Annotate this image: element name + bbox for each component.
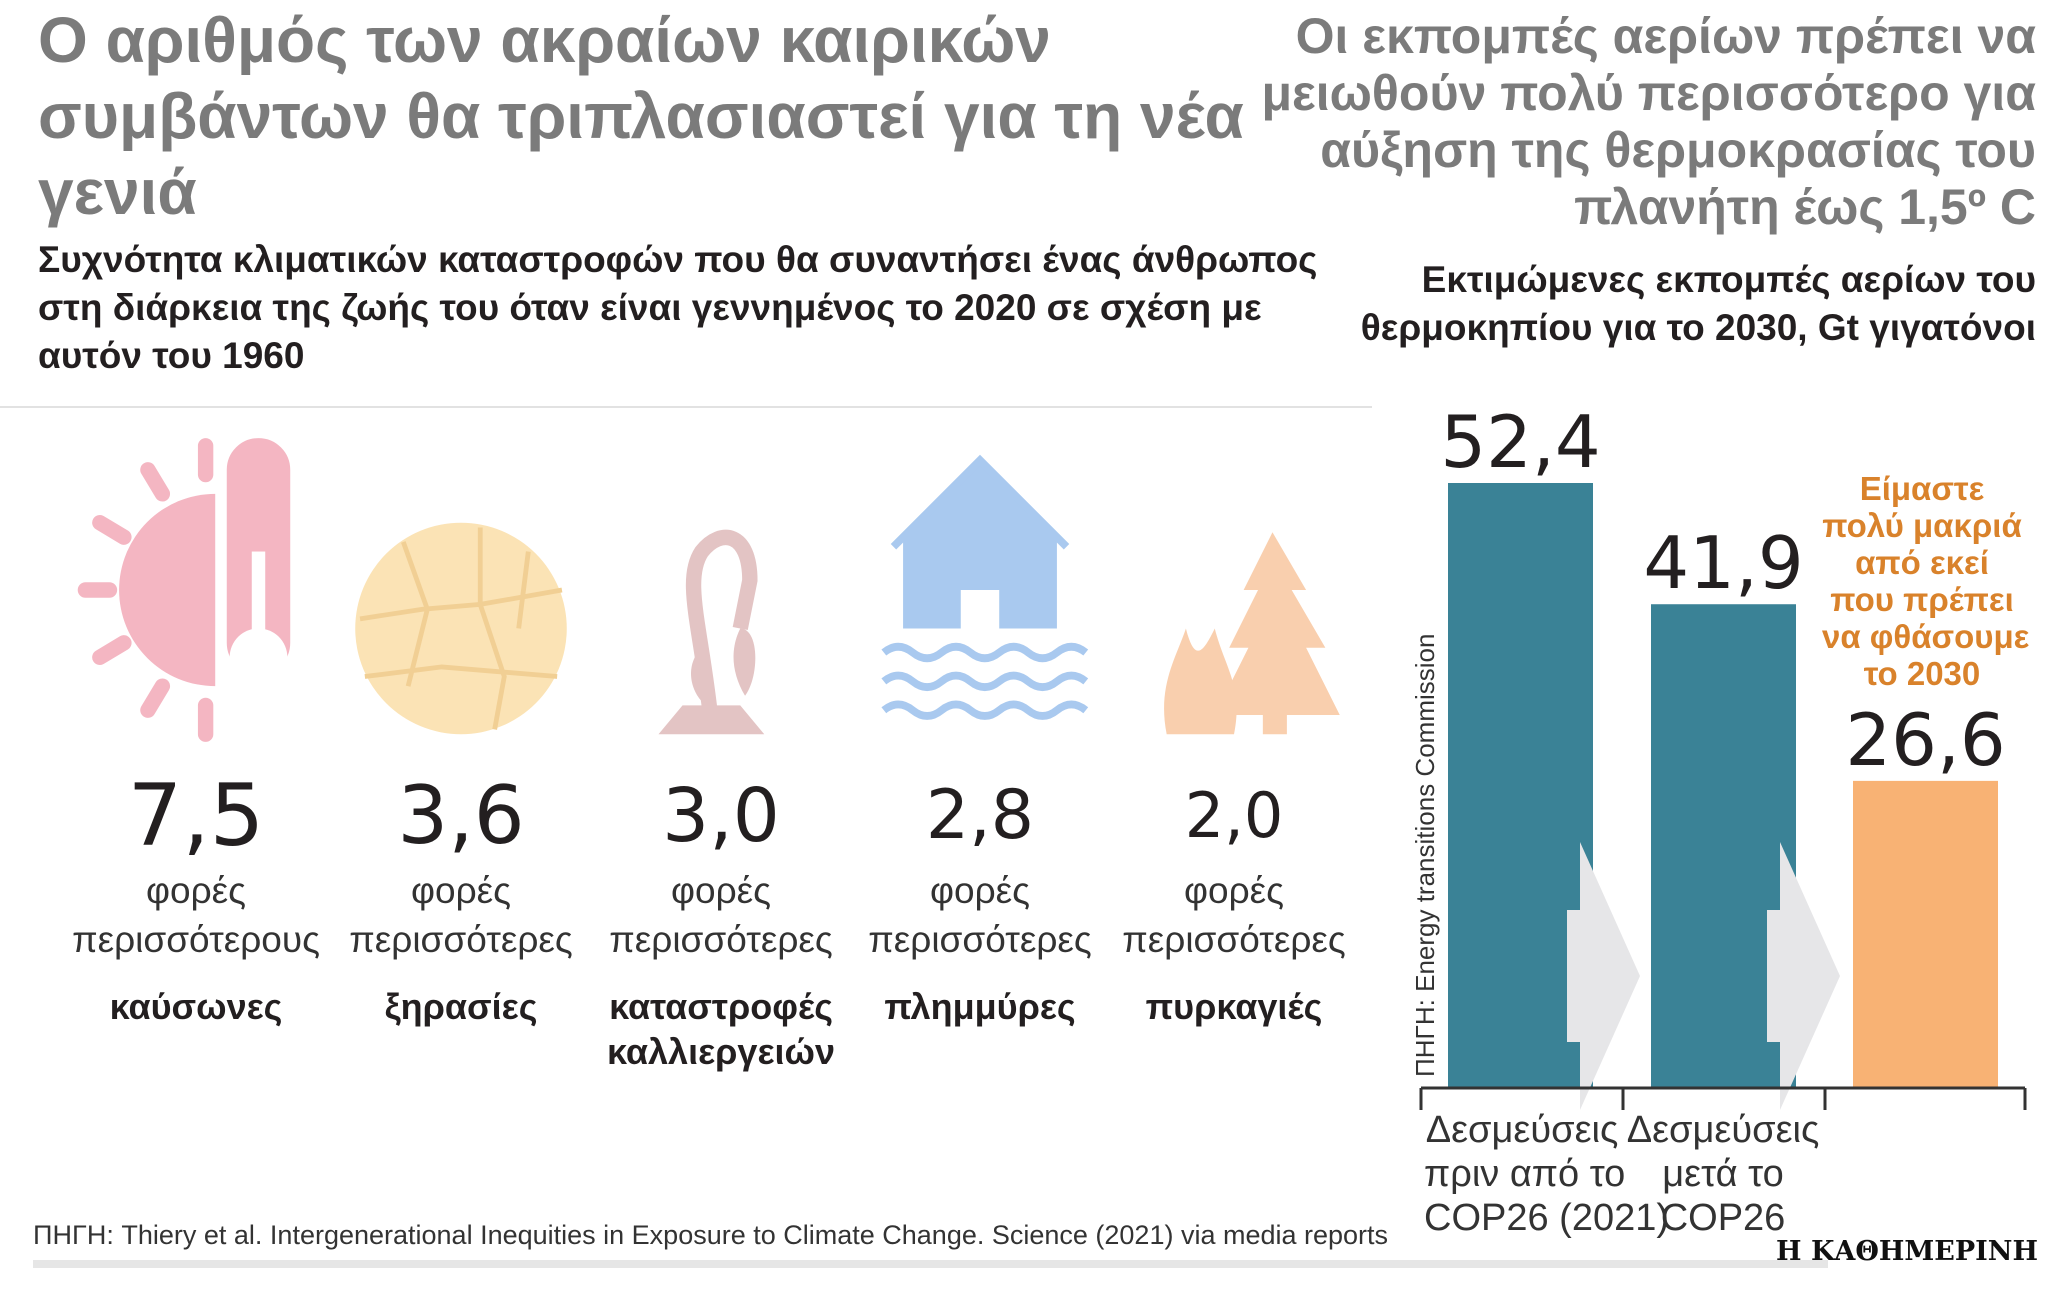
wilted-plant-icon: [658, 529, 765, 735]
category-label-line: Δεσμεύσεις: [1425, 1109, 1619, 1151]
forest-fire-icon: [1164, 532, 1340, 735]
annotation-line: πολύ μακριά: [1822, 507, 2022, 544]
annotation: Είμαστε πολύ μακριά από εκεί που πρέπει να φ…: [1822, 470, 2030, 692]
category-label-line: COP26 (2021): [1424, 1197, 1670, 1239]
unit-line-1: φορές: [1184, 870, 1284, 911]
unit-line-2: περισσότερες: [609, 919, 833, 960]
multiplier-value: 3,6: [397, 769, 525, 862]
event-item: 3,0 φορές περισσότερες καταστροφές καλλιεργ…: [596, 430, 846, 1074]
event-item: 2,8 φορές περισσότερες πλημμύρες: [855, 430, 1105, 1029]
unit-line-2: περισσότερες: [1122, 919, 1346, 960]
category-label-line: Δεσμεύσεις: [1626, 1109, 1820, 1151]
category-label-line: πριν από το: [1424, 1153, 1626, 1195]
bar: [1853, 780, 1998, 1088]
right-title: Οι εκπομπές αερίων πρέπει να μειωθούν πο…: [1261, 8, 2036, 235]
annotation-line: Είμαστε: [1859, 470, 1985, 507]
left-subtitle: Συχνότητα κλιματικών καταστροφών που θα …: [38, 239, 1318, 376]
kathimerini-logo: Η ΚΑΘΗΜΕΡΙΝΗ: [1776, 1236, 2038, 1267]
multiplier-value: 2,0: [1184, 779, 1284, 852]
left-source: ΠΗΓΗ: Thiery et al. Intergenerational In…: [33, 1220, 1389, 1250]
event-item: 3,6 φορές περισσότερες ξηρασίες: [336, 430, 586, 1029]
event-item: 7,5 φορές περισσότερους καύσωνες: [71, 430, 321, 1029]
bar-value-label: 41,9: [1643, 521, 1803, 605]
category-label-line: COP26: [1660, 1197, 1786, 1239]
cracked-earth-icon: [355, 522, 567, 735]
unit-line-1: φορές: [146, 870, 246, 911]
unit-line-1: φορές: [930, 870, 1030, 911]
event-label: καταστροφές καλλιεργειών: [607, 986, 835, 1072]
annotation-line: να φθάσουμε: [1822, 618, 2030, 655]
arrow-shape: [1767, 842, 1840, 1110]
multiplier-value: 2,8: [925, 776, 1035, 855]
unit-line-1: φορές: [411, 870, 511, 911]
bar-value-label: 52,4: [1440, 400, 1600, 484]
arrow-shape: [1567, 842, 1640, 1110]
bottom-bar: [33, 1260, 1828, 1268]
annotation-line: από εκεί: [1855, 544, 1989, 581]
left-title: Ο αριθμός των ακραίων καιρικών συμβάντων…: [38, 4, 1244, 228]
multiplier-value: 3,0: [662, 773, 780, 859]
category-label-line: μετά το: [1662, 1153, 1784, 1195]
event-label: ξηρασίες: [384, 986, 538, 1027]
category-label: Δεσμεύσεις πριν από το COP26 (2021): [1424, 1108, 1670, 1240]
unit-line-2: περισσότερες: [349, 919, 573, 960]
multiplier-value: 7,5: [127, 766, 265, 866]
unit-line-2: περισσότερες: [868, 919, 1092, 960]
chart-subtitle: Εκτιμώμενες εκπομπές αερίων του θερμοκηπ…: [1360, 259, 2036, 348]
right-header: Οι εκπομπές αερίων πρέπει να μειωθούν πο…: [1156, 8, 2036, 352]
annotation-line: το 2030: [1863, 655, 1981, 692]
divider: [0, 406, 1372, 408]
bar-value-label: 26,6: [1845, 698, 2005, 782]
event-item: 2,0 φορές περισσότερες πυρκαγιές: [1109, 430, 1359, 1029]
event-label: πλημμύρες: [884, 986, 1076, 1027]
flooded-house-icon: [881, 454, 1089, 720]
unit-line-2: περισσότερους: [72, 919, 320, 960]
sun-thermometer-icon: [77, 434, 295, 742]
unit-line-1: φορές: [671, 870, 771, 911]
left-header: Ο αριθμός των ακραίων καιρικών συμβάντων…: [38, 2, 1338, 380]
event-label: καύσωνες: [109, 986, 283, 1027]
event-label: πυρκαγιές: [1145, 986, 1323, 1027]
category-label: Δεσμεύσεις μετά το COP26: [1625, 1108, 1821, 1240]
annotation-line: που πρέπει: [1830, 581, 2014, 618]
